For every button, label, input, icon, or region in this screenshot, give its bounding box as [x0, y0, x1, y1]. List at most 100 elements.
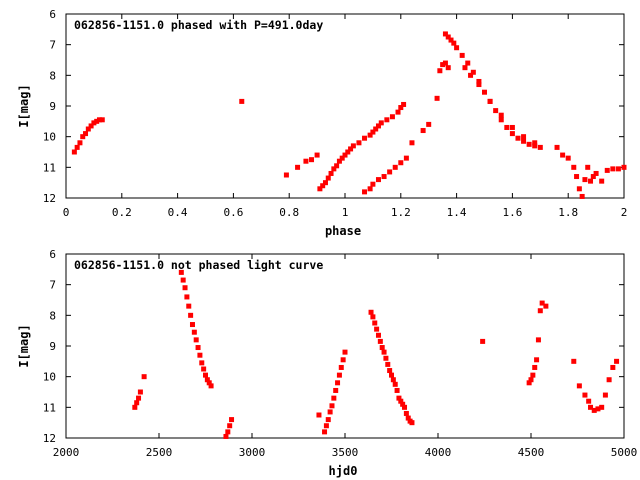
data-point: [487, 98, 493, 104]
data-point: [96, 117, 102, 123]
data-point: [409, 140, 415, 146]
data-point: [509, 124, 515, 130]
data-point: [576, 383, 582, 389]
data-point: [180, 277, 186, 283]
data-point: [402, 404, 408, 410]
data-point: [314, 152, 320, 158]
data-point: [571, 358, 577, 364]
data-point: [316, 412, 322, 418]
data-point: [94, 118, 100, 124]
data-point: [480, 338, 486, 344]
data-point: [526, 141, 532, 147]
data-point: [476, 78, 482, 84]
data-point: [389, 372, 394, 378]
x-tick-label: 5000: [611, 446, 638, 459]
data-point: [571, 164, 577, 170]
data-point: [188, 312, 194, 318]
y-tick-label: 12: [43, 432, 56, 445]
data-point: [400, 401, 406, 407]
x-tick-label: 4000: [425, 446, 452, 459]
data-point: [375, 123, 381, 129]
data-points: [132, 269, 620, 439]
data-point: [403, 410, 409, 416]
data-point: [325, 417, 331, 423]
data-point: [336, 158, 342, 164]
x-tick-label: 3500: [332, 446, 359, 459]
data-point: [398, 105, 404, 111]
data-point: [610, 166, 616, 172]
x-tick-label: 1.2: [391, 206, 411, 219]
data-point: [379, 345, 385, 351]
data-point: [342, 349, 348, 355]
data-point: [534, 357, 540, 363]
plot-frame: [65, 13, 625, 199]
data-point: [334, 163, 340, 169]
y-axis-label: I[mag]: [17, 84, 31, 127]
data-point: [595, 406, 601, 412]
data-point: [602, 392, 608, 398]
data-point: [370, 314, 376, 320]
data-point: [137, 389, 143, 395]
y-axis-label: I[mag]: [17, 324, 31, 367]
data-point: [325, 175, 331, 181]
data-point: [588, 178, 594, 184]
data-point: [327, 409, 333, 415]
data-point: [295, 164, 301, 170]
data-point: [504, 124, 510, 130]
data-point: [579, 193, 585, 199]
y-tick-label: 9: [49, 100, 56, 113]
y-tick-label: 10: [43, 371, 56, 384]
data-point: [206, 380, 212, 386]
data-point: [532, 364, 538, 370]
data-point: [434, 95, 440, 101]
data-point: [389, 114, 395, 120]
x-tick-label: 2000: [53, 446, 80, 459]
data-point: [367, 186, 373, 192]
data-point: [515, 135, 521, 141]
data-point: [437, 68, 443, 74]
phased-light-curve-panel: 062856-1151.0 phased with P=491.0day pha…: [17, 8, 627, 238]
data-point: [381, 174, 387, 180]
data-point: [599, 178, 605, 184]
data-point: [342, 152, 348, 158]
data-point: [476, 82, 482, 88]
y-tick-label: 8: [49, 309, 56, 322]
data-point: [182, 285, 188, 291]
data-point: [385, 361, 391, 367]
data-point: [370, 181, 376, 187]
data-point: [373, 126, 379, 132]
data-point: [381, 349, 387, 355]
data-point: [591, 407, 597, 413]
data-point: [374, 326, 380, 332]
data-point: [535, 337, 541, 343]
plot-frame: [65, 253, 625, 439]
data-point: [590, 174, 596, 180]
x-tick-label: 2500: [146, 446, 173, 459]
data-point: [377, 338, 383, 344]
data-point: [348, 146, 354, 152]
data-point: [426, 121, 432, 127]
y-tick-label: 6: [49, 8, 56, 21]
x-tick-label: 4500: [518, 446, 545, 459]
data-point: [401, 101, 407, 107]
data-point: [537, 144, 543, 150]
data-point: [329, 403, 335, 409]
data-point: [320, 183, 326, 189]
data-point: [498, 112, 504, 118]
data-point: [340, 357, 346, 363]
data-point: [193, 337, 199, 343]
data-point: [203, 372, 208, 378]
data-point: [586, 398, 592, 404]
data-point: [468, 72, 474, 78]
data-point: [599, 404, 605, 410]
data-point: [593, 170, 599, 176]
data-point: [208, 383, 214, 389]
data-point: [134, 400, 140, 406]
data-point: [403, 155, 409, 161]
data-point: [372, 320, 378, 326]
data-point: [420, 128, 426, 134]
y-tick-label: 7: [49, 279, 56, 292]
data-point: [309, 157, 315, 163]
data-point: [204, 377, 210, 383]
